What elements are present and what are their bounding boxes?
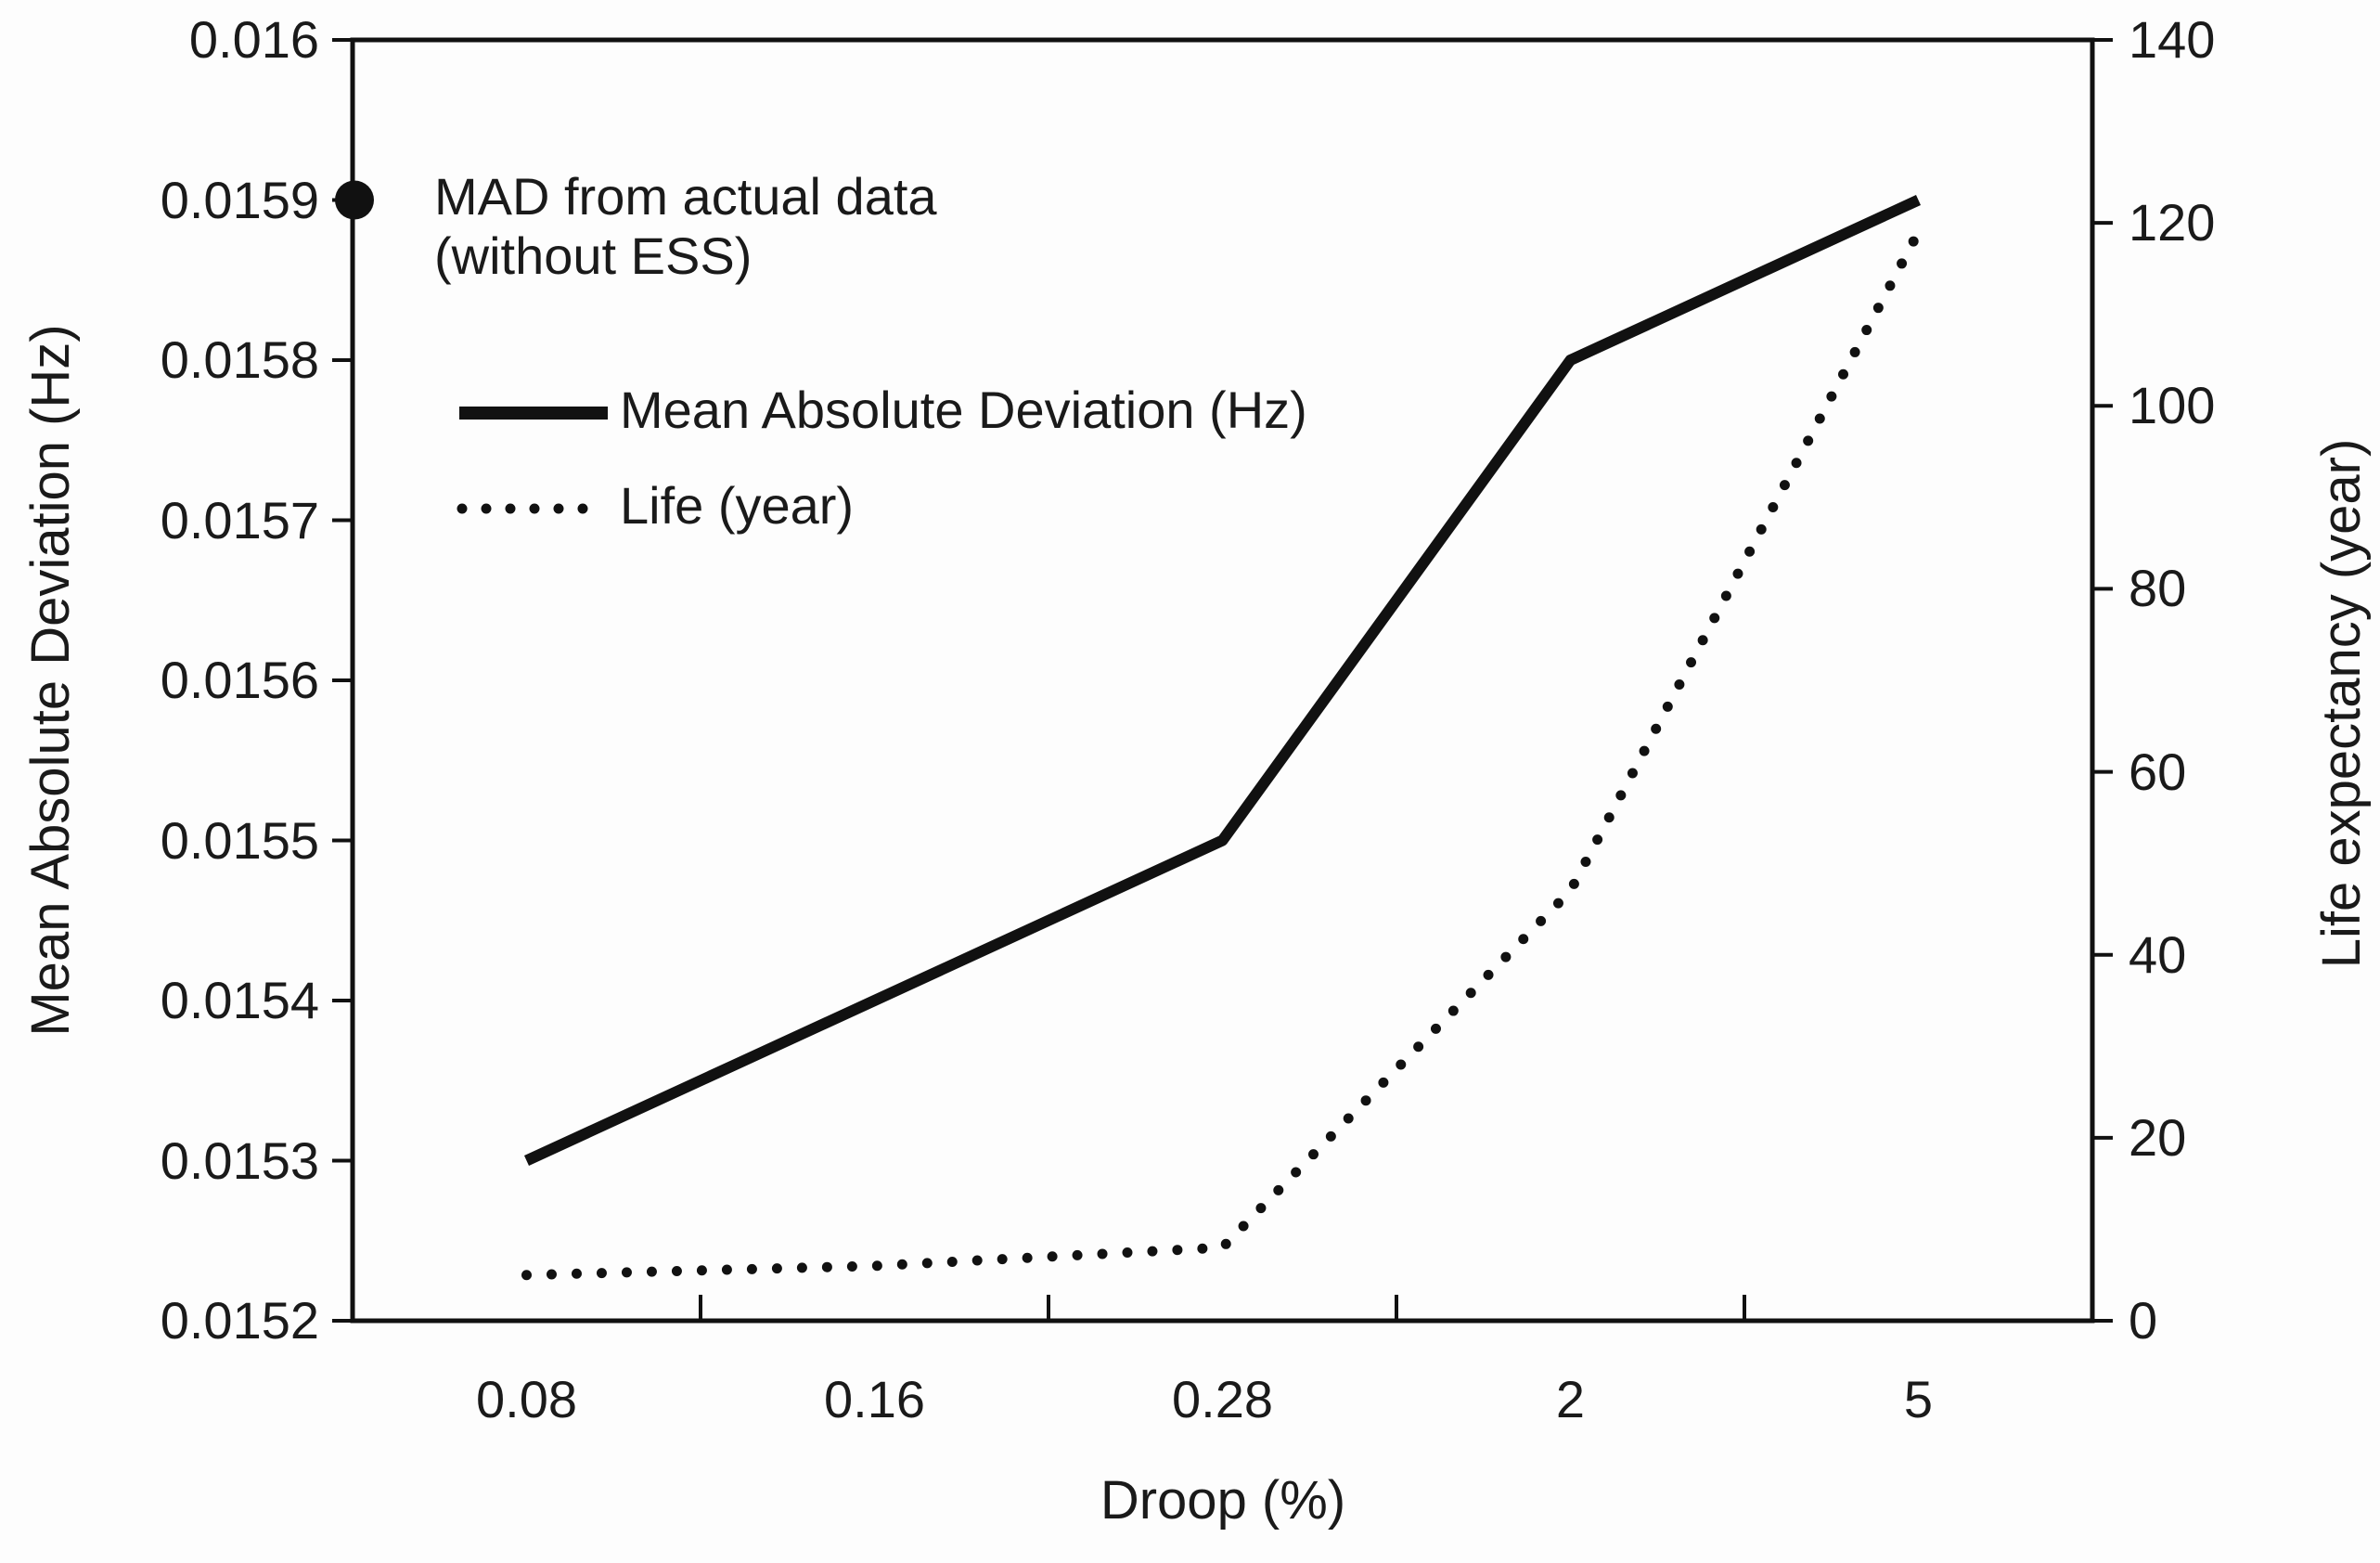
legend-label-life: Life (year) (620, 476, 855, 535)
x-tick-label: 5 (1903, 1370, 1934, 1428)
y-left-tick-label: 0.0159 (160, 170, 319, 229)
annotation-label: MAD from actual data (without ESS) (434, 167, 937, 286)
x-tick-label: 0.16 (824, 1370, 925, 1428)
legend-label-mad: Mean Absolute Deviation (Hz) (620, 381, 1307, 439)
series-mad-line (523, 195, 1922, 1166)
y-left-tick-label: 0.0157 (160, 490, 319, 549)
y-left-tick-label: 0.0156 (160, 651, 319, 709)
y-right-tick-label: 140 (2129, 10, 2216, 69)
y-right-tick-label: 0 (2129, 1291, 2158, 1350)
y-left-tick-label: 0.0154 (160, 971, 319, 1029)
annotation-label-line1: MAD from actual data (434, 167, 937, 226)
y-left-tick-label: 0.0155 (160, 810, 319, 870)
y-left-tick-label: 0.0152 (160, 1291, 319, 1350)
y-right-tick-label: 60 (2129, 742, 2187, 801)
x-axis-title: Droop (%) (1100, 1470, 1346, 1531)
y-right-tick-label: 20 (2129, 1107, 2187, 1167)
annotation-marker-circle (335, 180, 374, 220)
y-left-tick-label: 0.0153 (160, 1130, 319, 1190)
y-left-tick-label: 0.016 (188, 10, 319, 69)
y-right-tick-label: 80 (2129, 559, 2187, 618)
y-right-tick-label: 100 (2129, 376, 2216, 435)
series-life-line (521, 226, 1923, 1281)
x-tick-label: 2 (1555, 1370, 1586, 1428)
right-axis-title: Life expectancy (year) (2311, 438, 2372, 969)
annotation-label-line2: (without ESS) (434, 226, 753, 285)
y-left-tick-label: 0.0158 (160, 330, 319, 389)
y-right-tick-label: 40 (2129, 924, 2187, 984)
y-right-tick-label: 120 (2129, 193, 2216, 252)
x-tick-label: 0.08 (476, 1370, 577, 1428)
x-tick-label: 0.28 (1172, 1370, 1273, 1428)
